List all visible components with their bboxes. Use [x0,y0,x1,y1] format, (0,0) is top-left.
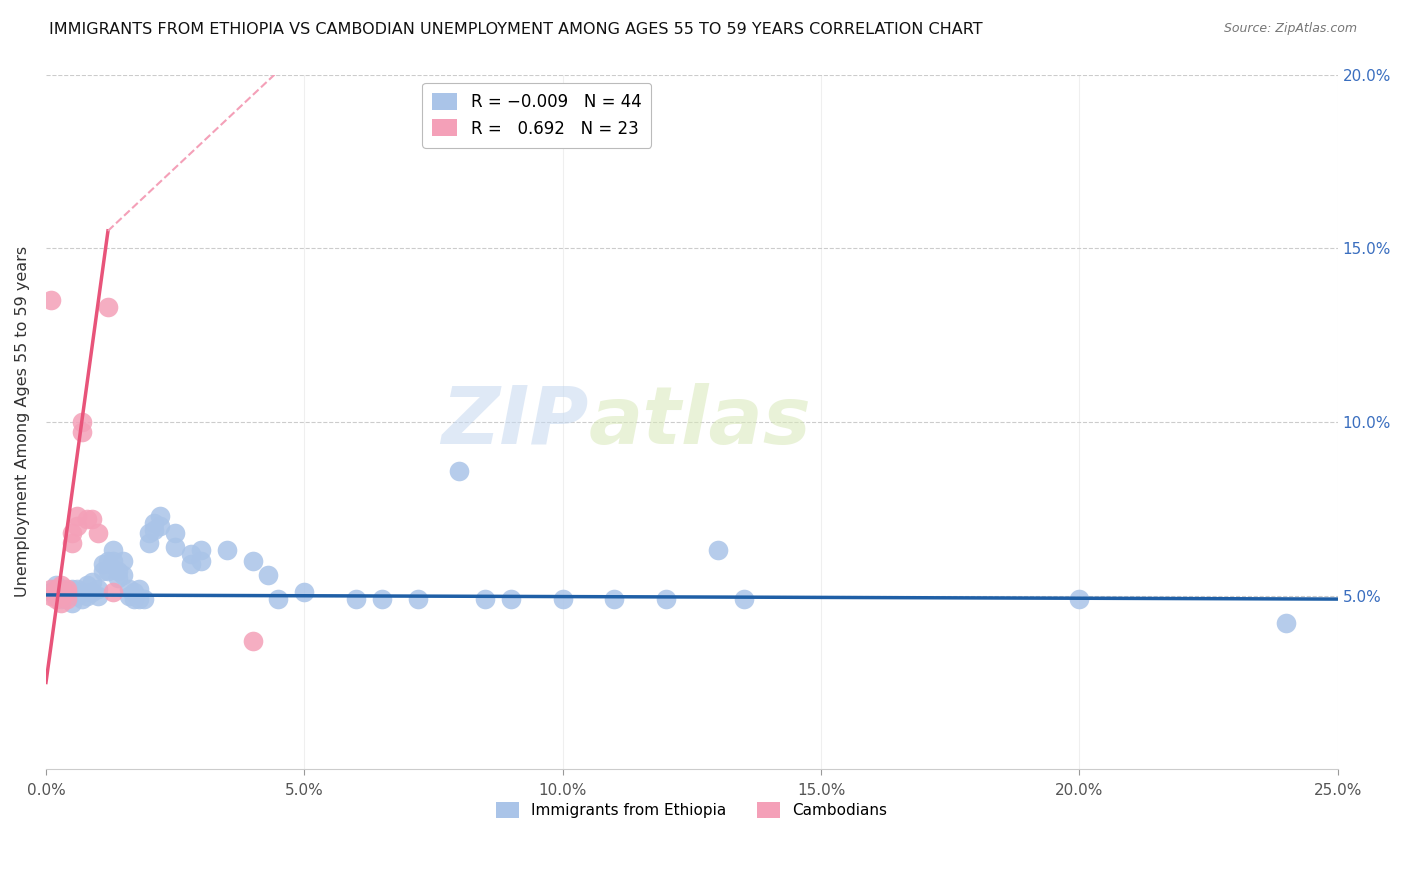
Point [733,592,755,607]
Point [55,582,77,596]
Point [242,554,264,568]
Point [70,425,93,440]
Point [39,293,62,308]
Point [143,523,166,537]
Point [55,585,77,599]
Point [122,585,145,599]
Point [292,585,315,599]
Text: IMMIGRANTS FROM ETHIOPIA VS CAMBODIAN UNEMPLOYMENT AMONG AGES 55 TO 59 YEARS COR: IMMIGRANTS FROM ETHIOPIA VS CAMBODIAN UN… [49,22,983,37]
Point [107,571,129,585]
Point [86,589,108,603]
Point [117,589,139,603]
Point [60,596,83,610]
Point [82,512,104,526]
Text: Source: ZipAtlas.com: Source: ZipAtlas.com [1223,22,1357,36]
Point [45,592,67,607]
Point [97,564,120,578]
Point [180,547,202,561]
Point [267,592,290,607]
Point [112,567,135,582]
Point [128,592,150,607]
Point [66,589,89,603]
Point [82,574,104,589]
Point [406,592,429,607]
Point [66,508,89,523]
Point [134,592,156,607]
Point [165,540,187,554]
Point [45,582,67,596]
Point [655,592,678,607]
Point [55,592,77,607]
Point [82,585,104,599]
Point [60,536,83,550]
Y-axis label: Unemployment Among Ages 55 to 59 years: Unemployment Among Ages 55 to 59 years [15,246,30,598]
Point [551,592,574,607]
Point [39,589,62,603]
Point [371,592,394,607]
Point [128,582,150,596]
Point [180,558,202,572]
Point [45,578,67,592]
Point [97,300,120,314]
Point [55,589,77,603]
Point [39,582,62,596]
Point [138,536,160,550]
Point [143,516,166,530]
Point [60,582,83,596]
Point [101,543,124,558]
Point [70,415,93,429]
Point [101,585,124,599]
Point [91,558,114,572]
Point [55,585,77,599]
Point [45,585,67,599]
Point [86,526,108,541]
Point [117,582,139,596]
Point [45,589,67,603]
Point [51,592,73,607]
Point [257,567,280,582]
Point [190,554,212,568]
Point [76,589,98,603]
Point [101,554,124,568]
Point [66,519,89,533]
Point [706,543,728,558]
Point [474,592,496,607]
Point [107,564,129,578]
Point [51,596,73,610]
Point [122,592,145,607]
Point [76,512,98,526]
Point [51,582,73,596]
Text: ZIP: ZIP [441,383,589,461]
Point [165,526,187,541]
Point [215,543,238,558]
Point [112,554,135,568]
Point [60,526,83,541]
Point [70,592,93,607]
Point [138,526,160,541]
Legend: Immigrants from Ethiopia, Cambodians: Immigrants from Ethiopia, Cambodians [491,796,894,824]
Point [39,585,62,599]
Point [51,589,73,603]
Point [66,582,89,596]
Point [449,464,471,478]
Point [149,508,172,523]
Point [76,578,98,592]
Point [86,582,108,596]
Text: atlas: atlas [589,383,811,461]
Point [344,592,367,607]
Point [242,633,264,648]
Point [603,592,626,607]
Point [97,554,120,568]
Point [51,578,73,592]
Point [91,564,114,578]
Point [149,519,172,533]
Point [190,543,212,558]
Point [1275,616,1298,631]
Point [1069,592,1091,607]
Point [499,592,522,607]
Point [70,585,93,599]
